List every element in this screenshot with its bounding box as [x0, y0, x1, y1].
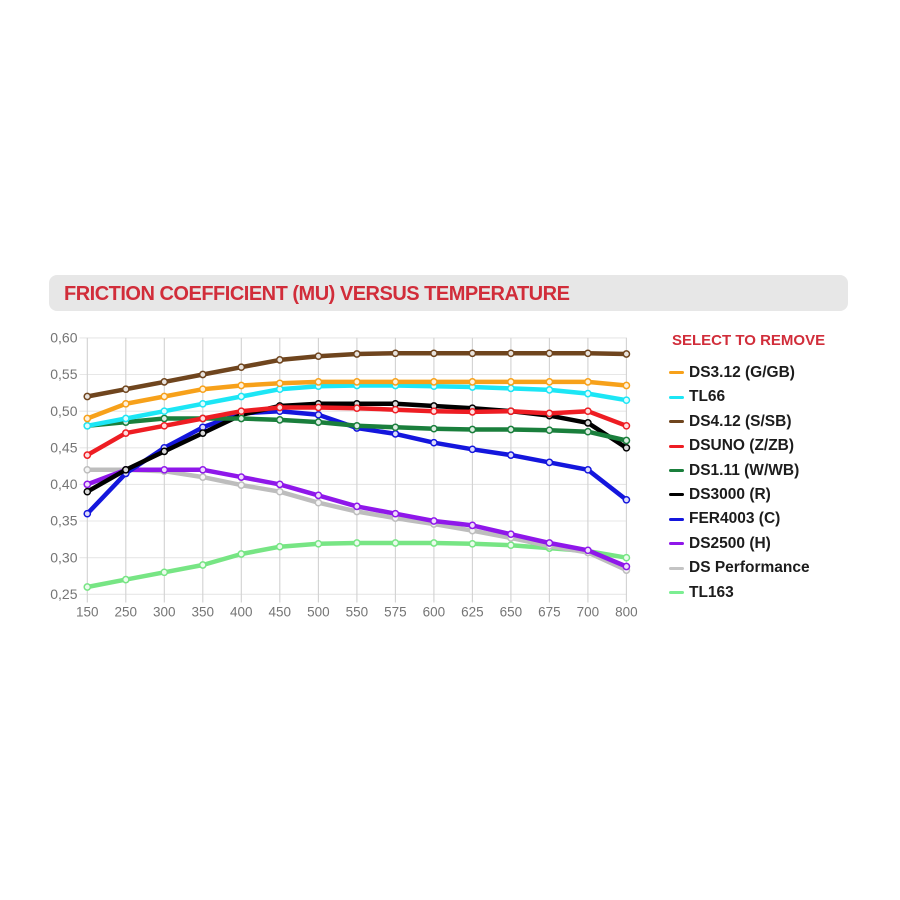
svg-text:0,25: 0,25	[50, 586, 77, 602]
svg-text:350: 350	[192, 605, 215, 620]
svg-text:450: 450	[269, 605, 292, 620]
svg-text:400: 400	[230, 605, 253, 620]
svg-text:0,55: 0,55	[50, 366, 77, 382]
svg-text:0,35: 0,35	[50, 513, 77, 529]
svg-text:150: 150	[76, 605, 99, 620]
svg-text:800: 800	[615, 605, 638, 620]
svg-text:650: 650	[500, 605, 523, 620]
svg-text:700: 700	[577, 605, 600, 620]
svg-text:250: 250	[115, 605, 138, 620]
svg-text:0,45: 0,45	[50, 440, 77, 456]
svg-text:0,50: 0,50	[50, 403, 77, 419]
svg-text:550: 550	[346, 605, 369, 620]
svg-text:500: 500	[307, 605, 330, 620]
svg-text:0,60: 0,60	[50, 330, 77, 346]
svg-text:300: 300	[153, 605, 176, 620]
svg-text:675: 675	[538, 605, 561, 620]
svg-text:0,40: 0,40	[50, 476, 77, 492]
svg-text:0,30: 0,30	[50, 549, 77, 565]
svg-text:600: 600	[423, 605, 446, 620]
svg-text:575: 575	[384, 605, 407, 620]
svg-text:625: 625	[461, 605, 484, 620]
